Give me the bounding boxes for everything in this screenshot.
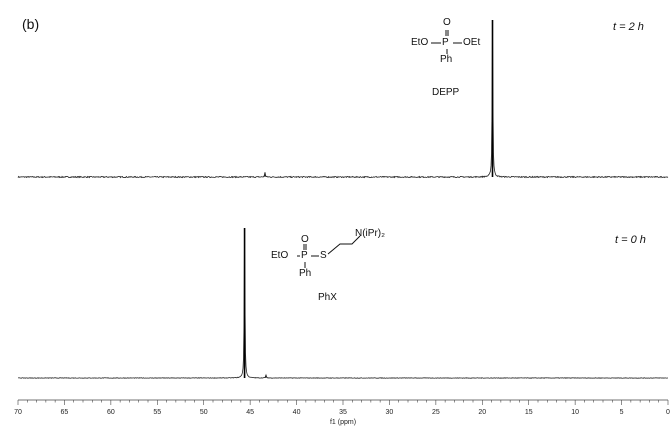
phx-amine: N(iPr)₂ [355, 228, 385, 239]
x-tick-label: 65 [61, 409, 69, 416]
phx-eto: EtO [271, 250, 289, 261]
x-tick-label: 45 [246, 409, 254, 416]
bottom-spectrum-trace [17, 232, 669, 379]
bottom-spectrum [17, 228, 669, 379]
depp-structure-bonds [431, 30, 462, 54]
time-label-bottom: t = 0 h [615, 234, 646, 246]
x-tick-label: 60 [107, 409, 115, 416]
phx-oxygen: O [301, 234, 309, 245]
phx-sulfur: S [320, 250, 327, 261]
depp-oxygen: O [443, 17, 451, 28]
x-tick-label: 50 [200, 409, 208, 416]
x-tick-label: 10 [571, 409, 579, 416]
phx-phenyl: Ph [299, 268, 312, 279]
x-tick-label: 25 [432, 409, 440, 416]
depp-oet: OEt [463, 37, 481, 48]
x-tick-label: 5 [620, 409, 624, 416]
depp-eto: EtO [411, 37, 429, 48]
x-tick-label: 20 [478, 409, 486, 416]
phx-phosphorus: P [301, 250, 308, 261]
x-tick-label: 40 [293, 409, 301, 416]
x-tick-label: 55 [153, 409, 161, 416]
x-tick-label: 35 [339, 409, 347, 416]
top-spectrum [17, 20, 669, 179]
x-axis: 70 65 60 55 50 45 40 35 30 25 20 15 10 5 0f1 (ppm) [14, 399, 670, 426]
x-tick-label: 30 [386, 409, 394, 416]
compound-name-top: DEPP [432, 87, 460, 98]
x-tick-label: 0 [666, 409, 670, 416]
phx-structure-bonds [297, 235, 361, 268]
time-label-top: t = 2 h [613, 21, 644, 33]
depp-phenyl: Ph [440, 54, 453, 65]
depp-phosphorus: P [442, 37, 449, 48]
x-axis-label: f1 (ppm) [330, 419, 356, 426]
x-tick-label: 70 [14, 409, 22, 416]
top-spectrum-trace [17, 20, 669, 179]
panel-label: (b) [22, 16, 40, 32]
compound-name-bottom: PhX [318, 292, 337, 303]
x-tick-label: 15 [525, 409, 533, 416]
